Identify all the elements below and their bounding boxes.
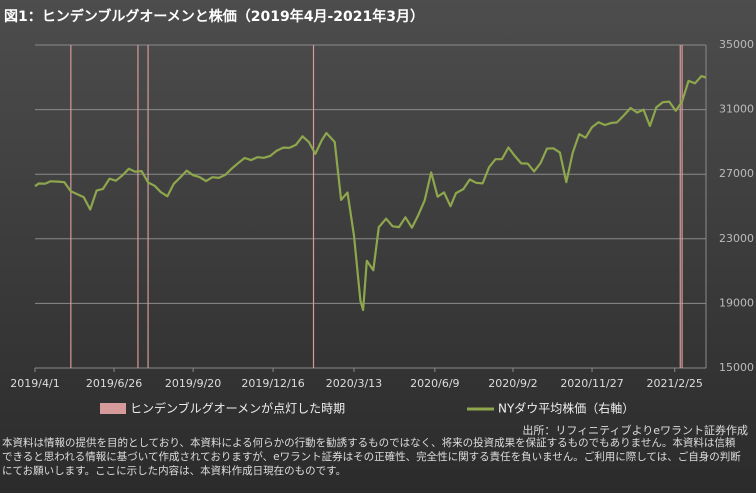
source: 出所：リフィニティブよりeワラント証券作成 [522,423,748,437]
y-tick-label: 15000 [719,361,754,374]
disclaimer-line: 本資料は情報の提供を目的としており、本資料による何らかの行動を勧誘するものではな… [2,436,736,449]
x-tick-label: 2020/3/13 [326,377,382,390]
x-tick-label: 2020/6/9 [410,377,459,390]
disclaimer-line: できると思われる情報に基づいて作成されておりますが、eワラント証券はその正確性、… [2,450,741,463]
y-tick-label: 31000 [719,103,754,116]
legend-label: ヒンデンブルグオーメンが点灯した時期 [130,401,345,416]
y-tick-label: 27000 [719,167,754,180]
y-tick-label: 35000 [719,38,754,51]
x-tick-label: 2021/2/25 [647,377,703,390]
legend-label: NYダウ平均株価（右軸） [498,401,634,416]
x-tick-label: 2020/11/27 [560,377,623,390]
disclaimer-line: にてお願いします。ここに示した内容は、本資料作成日現在のものです。 [2,464,346,477]
chart-title: 図1：ヒンデンブルグオーメンと株価（2019年4月-2021年3月） [4,8,424,25]
y-tick-label: 19000 [719,296,754,309]
x-tick-label: 2019/4/1 [10,377,59,390]
x-tick-label: 2019/6/26 [86,377,142,390]
x-tick-label: 2020/9/2 [488,377,537,390]
line-series [34,75,707,312]
x-tick-label: 2019/9/20 [165,377,221,390]
x-tick-label: 2019/12/16 [241,377,304,390]
legend-swatch [100,403,126,414]
y-tick-label: 23000 [719,232,754,245]
